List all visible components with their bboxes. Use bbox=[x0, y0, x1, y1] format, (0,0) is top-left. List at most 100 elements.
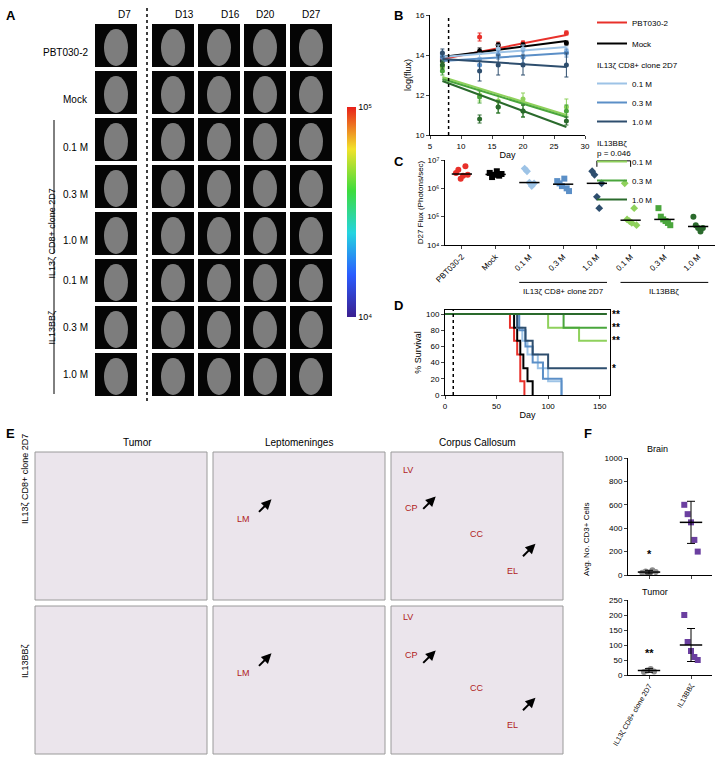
svg-text:200: 200 bbox=[609, 547, 623, 556]
svg-text:10: 10 bbox=[415, 131, 424, 140]
svg-text:0: 0 bbox=[618, 671, 623, 680]
svg-text:PBT030-2: PBT030-2 bbox=[632, 19, 669, 28]
svg-text:40: 40 bbox=[430, 358, 439, 367]
svg-text:0.1 M: 0.1 M bbox=[632, 158, 652, 167]
svg-text:LV: LV bbox=[403, 612, 413, 622]
svg-text:10⁶: 10⁶ bbox=[427, 184, 439, 193]
svg-text:30: 30 bbox=[581, 142, 590, 151]
svg-text:Mock: Mock bbox=[63, 94, 88, 105]
svg-text:800: 800 bbox=[609, 477, 623, 486]
svg-text:10⁴: 10⁴ bbox=[427, 241, 440, 250]
svg-text:IL13BBζ: IL13BBζ bbox=[597, 139, 627, 148]
svg-text:150: 150 bbox=[593, 402, 607, 411]
svg-text:CP: CP bbox=[405, 503, 418, 513]
svg-text:1.0 M: 1.0 M bbox=[632, 118, 652, 127]
svg-text:IL13ζ CD8+ clone 2D7: IL13ζ CD8+ clone 2D7 bbox=[612, 683, 654, 748]
svg-text:0.1 M: 0.1 M bbox=[63, 275, 88, 286]
svg-text:0.3 M: 0.3 M bbox=[632, 177, 652, 186]
svg-text:0.3 M: 0.3 M bbox=[547, 252, 568, 273]
svg-text:60: 60 bbox=[430, 342, 439, 351]
svg-text:1000: 1000 bbox=[605, 454, 623, 463]
svg-text:IL13BBζ: IL13BBζ bbox=[676, 683, 696, 710]
svg-text:0: 0 bbox=[443, 402, 448, 411]
svg-text:Day: Day bbox=[499, 150, 516, 160]
svg-text:D: D bbox=[394, 298, 403, 313]
svg-text:1.0 M: 1.0 M bbox=[63, 235, 88, 246]
svg-text:0.1 M: 0.1 M bbox=[513, 252, 534, 273]
svg-text:80: 80 bbox=[430, 326, 439, 335]
svg-text:10⁵: 10⁵ bbox=[427, 212, 439, 221]
svg-text:C: C bbox=[394, 154, 404, 169]
svg-text:log(flux): log(flux) bbox=[403, 59, 413, 91]
svg-text:10⁴: 10⁴ bbox=[358, 312, 372, 322]
svg-text:CC: CC bbox=[470, 683, 483, 693]
svg-text:10⁷: 10⁷ bbox=[428, 156, 440, 165]
svg-text:250: 250 bbox=[609, 596, 623, 605]
svg-text:LM: LM bbox=[237, 514, 250, 524]
svg-text:Leptomeninges: Leptomeninges bbox=[265, 437, 333, 448]
svg-text:25: 25 bbox=[550, 142, 559, 151]
svg-text:0: 0 bbox=[618, 571, 623, 580]
svg-text:PBT030-2: PBT030-2 bbox=[434, 252, 466, 284]
svg-text:D27: D27 bbox=[302, 9, 321, 20]
svg-text:*: * bbox=[612, 363, 616, 374]
svg-text:B: B bbox=[394, 8, 403, 23]
svg-text:PBT030-2: PBT030-2 bbox=[43, 47, 88, 58]
svg-text:1.0 M: 1.0 M bbox=[63, 369, 88, 380]
svg-text:D16: D16 bbox=[221, 9, 240, 20]
svg-text:Brain: Brain bbox=[647, 444, 668, 454]
svg-text:IL13ζ CD8+ clone 2D7: IL13ζ CD8+ clone 2D7 bbox=[20, 434, 30, 524]
svg-text:**: ** bbox=[612, 322, 620, 333]
svg-text:600: 600 bbox=[609, 501, 623, 510]
svg-text:p = 0.046: p = 0.046 bbox=[597, 149, 631, 158]
svg-text:CC: CC bbox=[470, 529, 483, 539]
svg-text:20: 20 bbox=[519, 142, 528, 151]
svg-text:50: 50 bbox=[492, 402, 501, 411]
svg-text:Tumor: Tumor bbox=[642, 587, 668, 597]
svg-text:IL13BBζ: IL13BBζ bbox=[649, 287, 679, 296]
svg-text:EL: EL bbox=[507, 720, 518, 730]
svg-text:IL13BBζ: IL13BBζ bbox=[20, 644, 30, 678]
svg-text:**: ** bbox=[645, 647, 654, 659]
svg-text:Mock: Mock bbox=[480, 252, 501, 273]
svg-text:D27 Flux (Photons/sec): D27 Flux (Photons/sec) bbox=[416, 160, 425, 244]
svg-text:10: 10 bbox=[457, 142, 466, 151]
svg-text:100: 100 bbox=[609, 641, 623, 650]
svg-text:10⁵: 10⁵ bbox=[358, 102, 372, 112]
svg-text:EL: EL bbox=[507, 566, 518, 576]
svg-text:200: 200 bbox=[609, 611, 623, 620]
svg-text:*: * bbox=[647, 548, 652, 560]
svg-text:A: A bbox=[6, 8, 16, 23]
svg-text:CP: CP bbox=[405, 650, 418, 660]
svg-text:0.1 M: 0.1 M bbox=[614, 252, 635, 273]
svg-text:14: 14 bbox=[415, 51, 424, 60]
svg-text:5: 5 bbox=[428, 142, 433, 151]
svg-text:12: 12 bbox=[415, 91, 424, 100]
svg-text:Mock: Mock bbox=[632, 40, 652, 49]
svg-text:100: 100 bbox=[541, 402, 555, 411]
svg-text:1.0 M: 1.0 M bbox=[632, 196, 652, 205]
svg-text:1.0 M: 1.0 M bbox=[682, 252, 703, 273]
svg-text:0.3 M: 0.3 M bbox=[648, 252, 669, 273]
svg-text:0.3 M: 0.3 M bbox=[63, 189, 88, 200]
svg-text:400: 400 bbox=[609, 524, 623, 533]
svg-text:50: 50 bbox=[613, 656, 622, 665]
svg-text:0.1 M: 0.1 M bbox=[63, 142, 88, 153]
svg-text:D20: D20 bbox=[256, 9, 275, 20]
svg-text:Avg. No. CD3+ Cells: Avg. No. CD3+ Cells bbox=[582, 503, 591, 576]
svg-text:100: 100 bbox=[426, 310, 440, 319]
svg-text:Corpus Callosum: Corpus Callosum bbox=[439, 437, 516, 448]
svg-text:IL13BBζ: IL13BBζ bbox=[47, 311, 57, 345]
svg-text:15: 15 bbox=[488, 142, 497, 151]
svg-text:0.1 M: 0.1 M bbox=[632, 80, 652, 89]
svg-text:0.3 M: 0.3 M bbox=[632, 99, 652, 108]
svg-text:LV: LV bbox=[403, 465, 413, 475]
svg-text:1.0 M: 1.0 M bbox=[581, 252, 602, 273]
svg-text:16: 16 bbox=[415, 11, 424, 20]
svg-text:0.3 M: 0.3 M bbox=[63, 322, 88, 333]
svg-text:20: 20 bbox=[430, 375, 439, 384]
svg-text:Tumor: Tumor bbox=[123, 437, 152, 448]
svg-text:D7: D7 bbox=[118, 9, 131, 20]
svg-text:150: 150 bbox=[609, 626, 623, 635]
svg-text:**: ** bbox=[612, 309, 620, 320]
